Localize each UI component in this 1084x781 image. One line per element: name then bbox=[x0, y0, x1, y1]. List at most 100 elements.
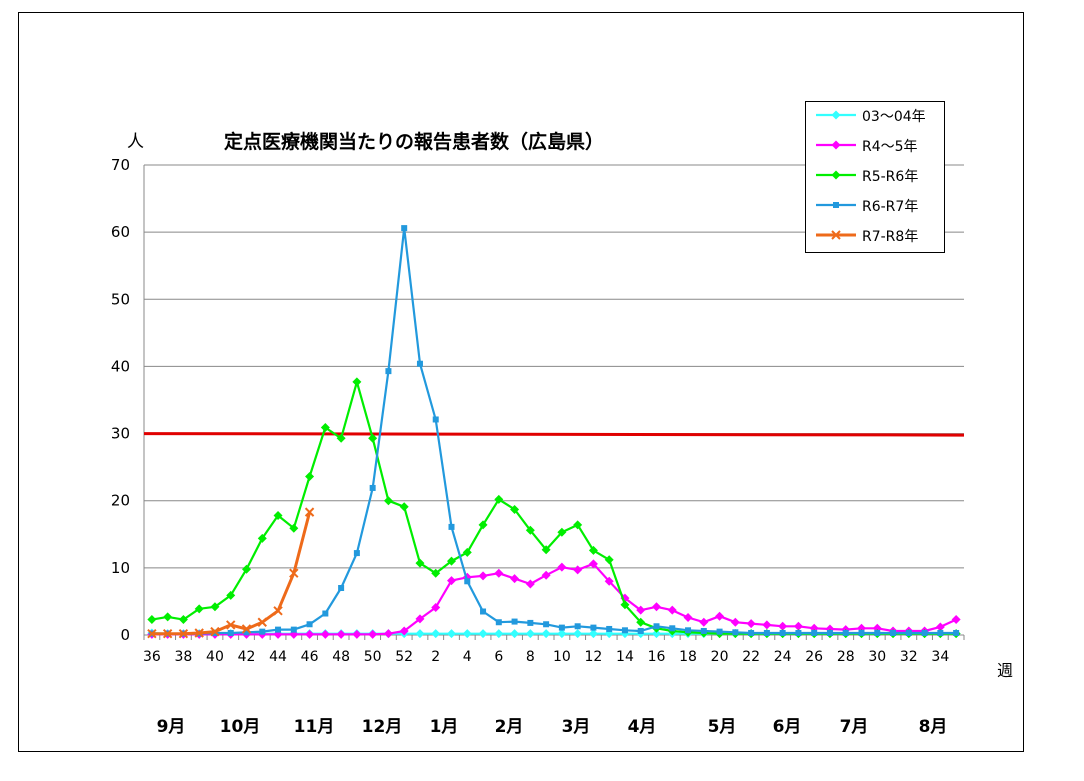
x-tick-label-10: 4 bbox=[463, 649, 472, 665]
x-tick-label-11: 6 bbox=[494, 649, 503, 665]
x-tick-label-4: 44 bbox=[269, 649, 287, 665]
series-1-point-50 bbox=[935, 622, 945, 632]
series-2-point-14 bbox=[368, 433, 378, 443]
x-tick-label-7: 50 bbox=[364, 649, 382, 665]
series-line-3 bbox=[151, 227, 957, 635]
x-tick-label-16: 16 bbox=[648, 649, 666, 665]
series-3-point-32 bbox=[653, 623, 660, 630]
y-tick-label-5: 50 bbox=[111, 290, 130, 308]
y-tick-label-1: 10 bbox=[111, 559, 130, 577]
series-3-point-28 bbox=[590, 624, 597, 631]
series-2-point-9 bbox=[289, 523, 299, 533]
series-4-point-7 bbox=[257, 617, 267, 627]
series-line-1 bbox=[151, 562, 957, 636]
x-tick-label-20: 24 bbox=[774, 649, 792, 665]
series-3-point-26 bbox=[558, 624, 565, 631]
series-2-point-20 bbox=[462, 547, 472, 557]
series-2-point-1 bbox=[163, 612, 173, 622]
series-3 bbox=[148, 225, 960, 637]
legend-item-4: R7-R8年 bbox=[814, 225, 944, 245]
y-tick-label-3: 30 bbox=[111, 425, 130, 443]
legend-swatch-2 bbox=[816, 170, 856, 180]
series-1-point-16 bbox=[399, 626, 409, 636]
x-tick-label-15: 14 bbox=[616, 649, 634, 665]
series-2-point-7 bbox=[257, 533, 267, 543]
series-1-point-33 bbox=[667, 605, 677, 615]
series-1-point-12 bbox=[336, 629, 346, 639]
month-label-0: 9月 bbox=[156, 717, 186, 737]
series-3-point-22 bbox=[495, 619, 502, 626]
series-3-point-13 bbox=[353, 550, 360, 557]
series-0-point-17 bbox=[415, 629, 425, 639]
x-tick-label-12: 8 bbox=[526, 649, 535, 665]
series-1-point-14 bbox=[368, 629, 378, 639]
series-1-point-41 bbox=[793, 621, 803, 631]
series-1-point-28 bbox=[588, 559, 598, 569]
series-2-point-13 bbox=[352, 377, 362, 387]
series-0-point-25 bbox=[541, 629, 551, 639]
series-3-point-14 bbox=[369, 484, 376, 491]
series-3-point-37 bbox=[732, 629, 739, 636]
series-2-point-25 bbox=[541, 545, 551, 555]
series-3-point-38 bbox=[748, 629, 755, 636]
series-3-point-41 bbox=[795, 629, 802, 636]
series-2-point-22 bbox=[494, 494, 504, 504]
legend-swatch-4 bbox=[816, 230, 856, 240]
legend-marker-0 bbox=[831, 110, 841, 120]
series-1-point-26 bbox=[557, 562, 567, 572]
series-2-point-10 bbox=[305, 472, 315, 482]
series-1-point-51 bbox=[951, 615, 961, 625]
series-1-point-27 bbox=[573, 565, 583, 575]
series-3-point-25 bbox=[543, 621, 550, 628]
series-2-point-17 bbox=[415, 558, 425, 568]
series-3-point-9 bbox=[290, 626, 297, 633]
series-0-point-32 bbox=[652, 629, 661, 639]
series-3-point-29 bbox=[606, 625, 613, 632]
series-3-point-24 bbox=[527, 619, 534, 626]
series-4-point-3 bbox=[194, 628, 204, 638]
series-2-point-19 bbox=[447, 556, 456, 566]
month-label-6: 3月 bbox=[561, 717, 591, 737]
x-tick-label-5: 46 bbox=[301, 649, 319, 665]
month-label-3: 12月 bbox=[361, 717, 403, 737]
series-2-point-4 bbox=[210, 602, 220, 612]
series-2-point-29 bbox=[604, 555, 614, 565]
series-1-point-10 bbox=[305, 629, 315, 639]
series-1-point-15 bbox=[383, 629, 393, 639]
legend: 03～04年 R4～5年 R5-R6年 R6-R7年 R7-R8年 bbox=[805, 101, 945, 253]
legend-label-2: R5-R6年 bbox=[862, 169, 919, 185]
series-3-point-45 bbox=[858, 629, 865, 636]
series-0-point-20 bbox=[462, 629, 472, 639]
series-2-point-6 bbox=[242, 564, 251, 574]
series-0-point-23 bbox=[510, 629, 520, 639]
series-3-point-48 bbox=[905, 629, 912, 636]
series-4 bbox=[147, 507, 315, 639]
series-2-point-21 bbox=[478, 520, 488, 530]
series-3-point-11 bbox=[322, 610, 329, 617]
series-4-point-10 bbox=[304, 507, 315, 517]
series-1-point-11 bbox=[320, 629, 330, 639]
series-2-point-8 bbox=[273, 510, 283, 520]
legend-swatch-0 bbox=[816, 110, 856, 120]
x-tick-label-13: 10 bbox=[553, 649, 571, 665]
x-axis-unit: 週 bbox=[997, 661, 1014, 680]
legend-item-2: R5-R6年 bbox=[814, 165, 944, 185]
month-label-10: 7月 bbox=[839, 717, 869, 737]
series-0-point-27 bbox=[573, 629, 583, 639]
series-4-point-5 bbox=[226, 620, 236, 630]
legend-item-3: R6-R7年 bbox=[814, 195, 944, 215]
x-tick-label-1: 38 bbox=[175, 649, 193, 665]
series-3-point-47 bbox=[890, 629, 897, 636]
series-2-point-16 bbox=[399, 502, 409, 512]
series-3-point-17 bbox=[416, 360, 423, 367]
series-1-point-32 bbox=[652, 602, 661, 612]
month-label-8: 5月 bbox=[707, 717, 737, 737]
y-tick-label-2: 20 bbox=[111, 492, 130, 510]
x-tick-label-2: 40 bbox=[206, 649, 224, 665]
series-2-point-15 bbox=[383, 496, 393, 506]
series-2-point-12 bbox=[336, 433, 346, 443]
series-1-point-13 bbox=[352, 629, 362, 639]
series-1-point-18 bbox=[431, 602, 441, 612]
month-label-11: 8月 bbox=[918, 717, 948, 737]
